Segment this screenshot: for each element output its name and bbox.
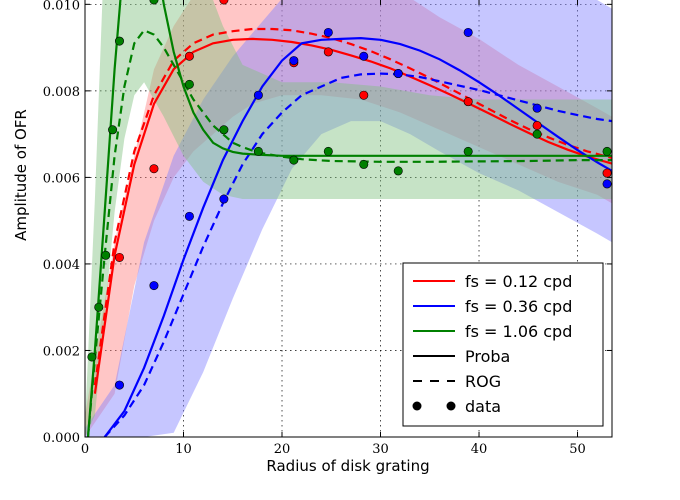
y-axis-label: Amplitude of OFR [12, 109, 30, 241]
data-point-1 [219, 194, 229, 204]
data-point-0 [149, 164, 159, 174]
proba-curve-1 [103, 36, 612, 437]
data-point-2 [101, 250, 111, 260]
data-point-2 [94, 302, 104, 312]
data-point-0 [602, 168, 612, 178]
data-point-1 [184, 211, 194, 221]
y-tick-label: 0.002 [43, 344, 80, 359]
rog-curve-0 [93, 27, 612, 386]
legend-label-0: fs = 0.12 cpd [465, 272, 572, 291]
y-tick-label: 0.000 [43, 431, 80, 446]
data-point-2 [184, 79, 194, 89]
x-axis-label: Radius of disk grating [266, 457, 429, 475]
data-point-0 [463, 97, 473, 107]
legend: fs = 0.12 cpd fs = 0.36 cpd fs = 1.06 cpd P… [402, 262, 604, 427]
legend-label-2: fs = 1.06 cpd [465, 322, 572, 341]
legend-marker-5 [446, 401, 456, 411]
plot-frame [84, 0, 613, 438]
data-point-1 [289, 56, 299, 66]
data-point-0 [114, 252, 124, 262]
data-point-1 [463, 27, 473, 37]
data-point-2 [253, 146, 263, 156]
x-tick-label: 50 [569, 442, 586, 457]
data-point-1 [149, 281, 159, 291]
y-tick-label: 0.006 [43, 171, 80, 186]
data-point-2 [289, 155, 299, 165]
x-tick-label: 20 [274, 442, 291, 457]
data-point-2 [219, 125, 229, 135]
data-point-0 [323, 47, 333, 57]
y-tick-label: 0.010 [43, 0, 80, 13]
data-point-2 [602, 146, 612, 156]
proba-curve-0 [93, 37, 612, 394]
data-point-2 [87, 352, 97, 362]
data-point-1 [114, 380, 124, 390]
legend-label-3: Proba [465, 347, 510, 366]
legend-label-4: ROG [465, 372, 501, 391]
legend-label-1: fs = 0.36 cpd [465, 297, 572, 316]
data-point-2 [393, 166, 403, 176]
data-point-2 [532, 129, 542, 139]
data-point-1 [253, 90, 263, 100]
rog-curve-2 [86, 28, 612, 437]
y-tick-label: 0.004 [43, 258, 80, 273]
data-point-2 [463, 146, 473, 156]
data-point-2 [108, 125, 118, 135]
data-point-2 [149, 0, 159, 5]
model-curves [86, 0, 612, 437]
axes: 0 10 20 30 40 50 0.000 0.002 0.004 0.006 0.008 0.01… [43, 0, 613, 457]
data-point-1 [323, 27, 333, 37]
data-point-2 [114, 36, 124, 46]
data-point-1 [602, 179, 612, 189]
x-tick-label: 0 [81, 442, 89, 457]
legend-marker-5 [412, 401, 422, 411]
data-point-0 [359, 90, 369, 100]
data-point-0 [219, 0, 229, 5]
data-point-2 [323, 146, 333, 156]
data-point-1 [393, 69, 403, 79]
x-tick-label: 30 [372, 442, 389, 457]
x-tick-label: 10 [175, 442, 192, 457]
data-points [87, 0, 612, 390]
y-tick-label: 0.008 [43, 85, 80, 100]
data-point-1 [359, 51, 369, 61]
legend-label-5: data [465, 397, 501, 416]
data-point-2 [359, 159, 369, 169]
rog-curve-1 [103, 72, 612, 437]
data-point-0 [532, 120, 542, 130]
proba-curve-2 [86, 0, 612, 437]
legend-box [402, 262, 604, 427]
data-point-1 [532, 103, 542, 113]
data-point-0 [184, 51, 194, 61]
x-tick-label: 40 [471, 442, 488, 457]
